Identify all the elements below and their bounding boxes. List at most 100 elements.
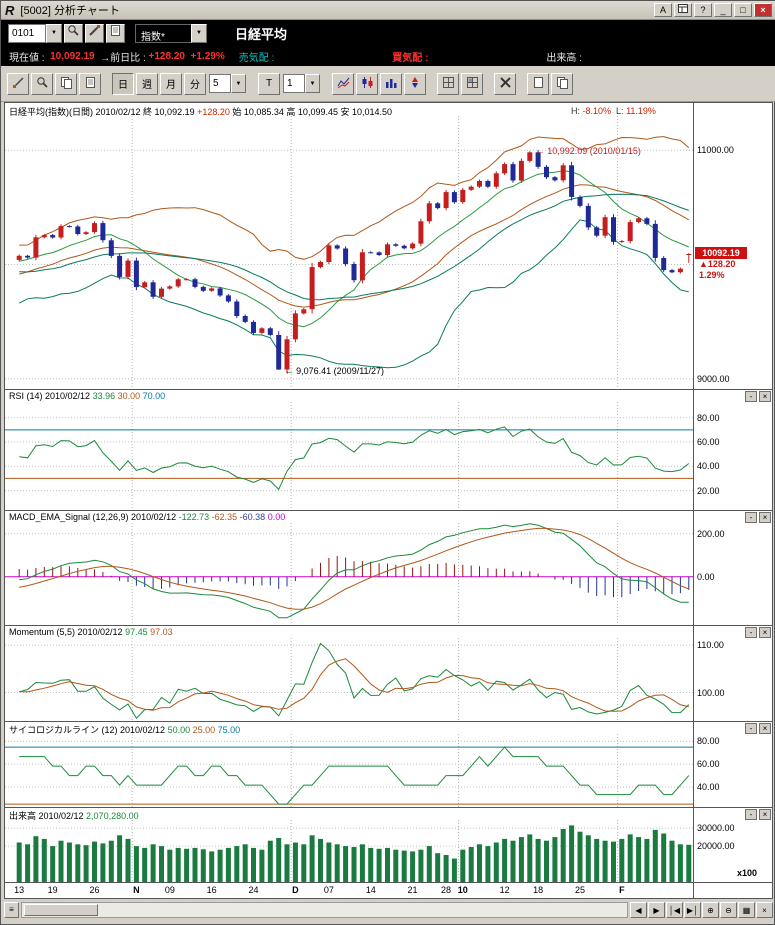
rsi-panel-header: RSI (14) 2010/02/12 33.96 30.00 70.00 — [9, 391, 166, 401]
macd-plot[interactable] — [5, 523, 693, 625]
current-price-change: ▲128.20 — [699, 258, 736, 269]
panel-close-button[interactable]: × — [759, 512, 771, 523]
panel-divider[interactable] — [5, 807, 772, 808]
volume-unit-label: x100 — [737, 868, 758, 878]
index-type-select[interactable]: 指数* ▼ — [135, 23, 207, 43]
axis-label: 80.00 — [697, 736, 720, 747]
rsi-plot[interactable] — [5, 402, 693, 510]
scrollbar-track[interactable] — [21, 902, 628, 918]
close-button[interactable]: × — [754, 3, 772, 17]
multi-panel-button[interactable] — [461, 72, 483, 95]
tick-interval-value[interactable]: 1 — [283, 74, 305, 93]
momentum-panel-header: Momentum (5,5) 2010/02/12 97.45 97.03 — [9, 627, 173, 637]
panel-divider[interactable] — [5, 389, 772, 390]
chevron-down-icon[interactable]: ▼ — [231, 74, 246, 93]
panel-close-button[interactable]: × — [759, 627, 771, 638]
minimize-button[interactable]: _ — [714, 3, 732, 17]
trendline-icon — [12, 76, 25, 92]
title-bar[interactable]: R [5002] 分析チャート A ? _ □ × — [1, 1, 775, 20]
candlestick-icon — [361, 76, 374, 92]
chart-symbol-title: 日経平均 — [235, 26, 288, 42]
chevron-down-icon[interactable]: ▼ — [305, 74, 320, 93]
lookup-button[interactable] — [64, 23, 83, 43]
layout-icon — [678, 4, 688, 16]
axis-divider — [693, 103, 694, 898]
main-chart-plot[interactable] — [5, 116, 693, 389]
candlestick-type-button[interactable] — [356, 72, 378, 95]
symbol-code-combo[interactable]: 0101 ▼ — [8, 23, 62, 43]
change-label: →前日比 : — [100, 52, 146, 64]
updown-type-button[interactable] — [404, 72, 426, 95]
page-icon — [532, 76, 545, 92]
momentum-plot[interactable] — [5, 638, 693, 721]
layout-grid-button[interactable]: ▦ — [738, 902, 755, 918]
scroll-left-button[interactable]: ◀ — [630, 902, 647, 918]
copy-chart-button[interactable] — [55, 72, 77, 95]
period-day-button[interactable]: 日 — [112, 72, 134, 95]
page-icon — [109, 24, 122, 42]
minute-interval-select[interactable]: 5 ▼ — [209, 74, 246, 93]
magnifier-icon — [36, 76, 49, 92]
panel-divider[interactable] — [5, 625, 772, 626]
up-down-arrows-icon — [409, 76, 422, 92]
x-axis-label: 07 — [323, 885, 334, 895]
scrollbar-thumb[interactable] — [24, 904, 98, 916]
x-axis-label: 09 — [164, 885, 175, 895]
panel-close-button[interactable]: × — [759, 391, 771, 402]
zoom-out-button[interactable]: ⊖ — [720, 902, 737, 918]
app-logo-icon: R — [5, 2, 15, 18]
new-page-button[interactable] — [527, 72, 549, 95]
panel-divider[interactable] — [5, 721, 772, 722]
panel-minimize-button[interactable]: - — [745, 391, 757, 402]
tick-button[interactable]: T — [258, 72, 280, 95]
period-month-button[interactable]: 月 — [160, 72, 182, 95]
symbol-code-value[interactable]: 0101 — [8, 23, 46, 43]
x-axis-label: 21 — [407, 885, 418, 895]
font-size-button[interactable]: A — [654, 3, 672, 17]
psychological-plot[interactable] — [5, 734, 693, 807]
panel-divider[interactable] — [5, 510, 772, 511]
bar-chart-type-button[interactable] — [380, 72, 402, 95]
axis-label: 20.00 — [697, 485, 720, 496]
zoom-in-button[interactable]: ⊕ — [702, 902, 719, 918]
panel-minimize-button[interactable]: - — [745, 627, 757, 638]
zoom-tool-button[interactable] — [31, 72, 53, 95]
panel-close-button[interactable]: × — [759, 809, 771, 820]
tick-interval-select[interactable]: 1 ▼ — [283, 74, 320, 93]
help-button[interactable]: ? — [694, 3, 712, 17]
x-axis-label: D — [292, 885, 299, 895]
index-type-value[interactable]: 指数* — [135, 23, 191, 43]
save-chart-button[interactable] — [79, 72, 101, 95]
x-axis-label: 10 — [457, 885, 468, 895]
draw-tool-button[interactable] — [7, 72, 29, 95]
grid-toggle-button[interactable] — [437, 72, 459, 95]
chevron-down-icon[interactable]: ▼ — [191, 23, 207, 43]
x-axis-label: 12 — [499, 885, 510, 895]
line-chart-type-button[interactable] — [332, 72, 354, 95]
panel-minimize-button[interactable]: - — [745, 723, 757, 734]
scrollbar-grip[interactable]: ≡ — [4, 902, 19, 918]
volume-plot[interactable] — [5, 820, 693, 882]
period-week-button[interactable]: 週 — [136, 72, 158, 95]
axis-label: 100.00 — [697, 687, 725, 698]
chevron-down-icon[interactable]: ▼ — [46, 23, 62, 43]
delete-study-button[interactable] — [494, 72, 516, 95]
copy-page-button[interactable] — [551, 72, 573, 95]
panel-minimize-button[interactable]: - — [745, 809, 757, 820]
minute-interval-value[interactable]: 5 — [209, 74, 231, 93]
panel-layout-button[interactable] — [674, 3, 692, 17]
line-chart-icon — [337, 76, 350, 92]
memo-button[interactable] — [106, 23, 125, 43]
panel-minimize-button[interactable]: - — [745, 512, 757, 523]
panel-close-button[interactable]: × — [759, 723, 771, 734]
edit-button[interactable] — [85, 23, 104, 43]
nav-last-button[interactable]: ▶│ — [684, 902, 701, 918]
axis-label: 110.00 — [697, 640, 724, 651]
maximize-button[interactable]: □ — [734, 3, 752, 17]
close-chart-button[interactable]: × — [756, 902, 773, 918]
period-minute-button[interactable]: 分 — [184, 72, 206, 95]
scroll-right-button[interactable]: ▶ — [648, 902, 665, 918]
nav-first-button[interactable]: │◀ — [666, 902, 683, 918]
main-chart-header: 日経平均(指数)(日間) 2010/02/12 終 10,092.19 +128… — [9, 107, 393, 117]
